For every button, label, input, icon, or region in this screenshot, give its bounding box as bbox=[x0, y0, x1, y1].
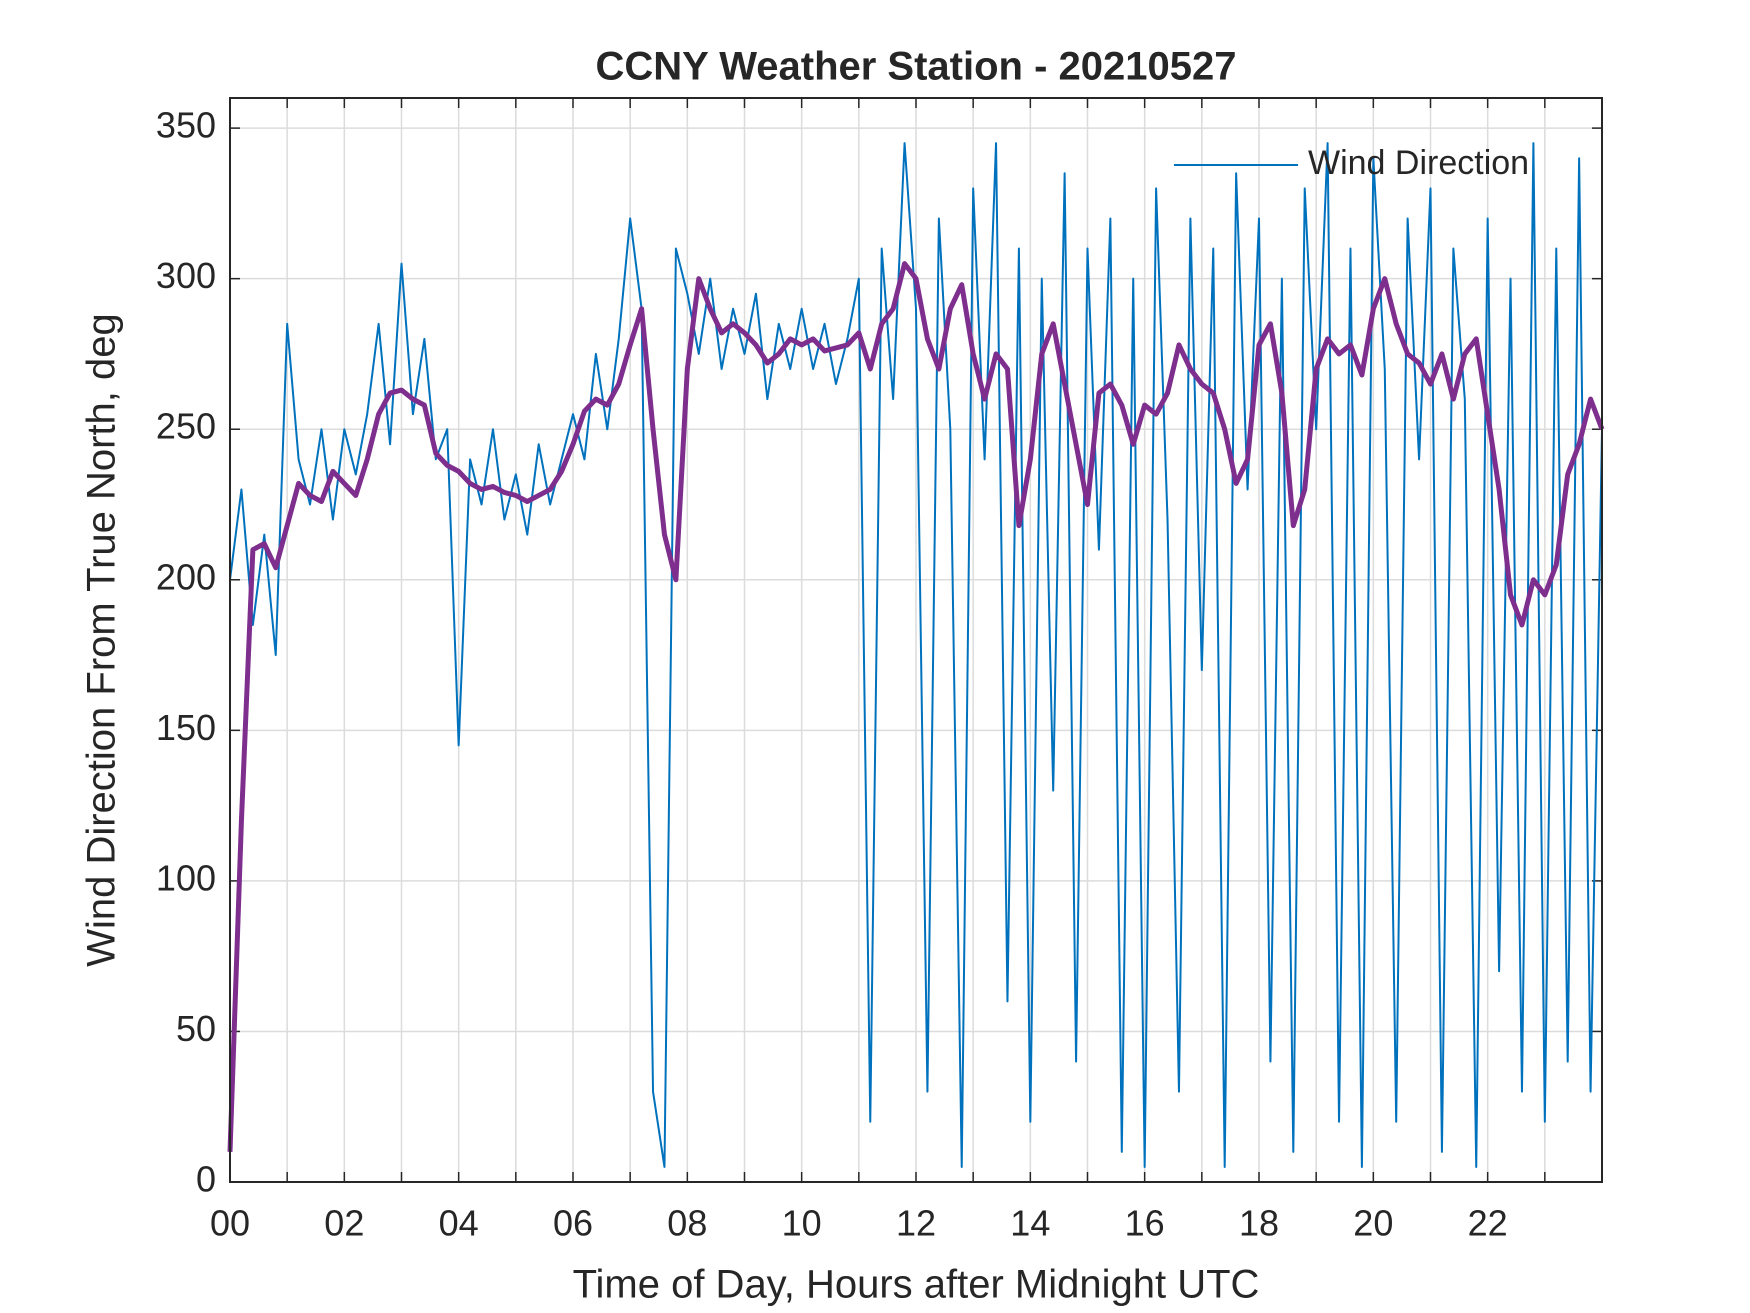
x-tick-label: 18 bbox=[1239, 1203, 1279, 1244]
legend-label: Wind Direction bbox=[1308, 144, 1529, 182]
y-tick-label: 200 bbox=[156, 556, 216, 597]
x-tick-label: 10 bbox=[782, 1203, 822, 1244]
y-tick-label: 350 bbox=[156, 105, 216, 146]
data-line bbox=[227, 261, 1605, 1152]
x-tick-label: 08 bbox=[667, 1203, 707, 1244]
x-tick-label: 20 bbox=[1353, 1203, 1393, 1244]
x-tick-label: 04 bbox=[439, 1203, 479, 1244]
chart-title: CCNY Weather Station - 20210527 bbox=[596, 45, 1237, 89]
y-tick-label: 150 bbox=[156, 707, 216, 748]
x-tick-label: 02 bbox=[324, 1203, 364, 1244]
y-tick-label: 0 bbox=[196, 1159, 216, 1200]
x-axis-label: Time of Day, Hours after Midnight UTC bbox=[573, 1263, 1260, 1307]
x-tick-label: 22 bbox=[1468, 1203, 1508, 1244]
plot-frame bbox=[229, 97, 1603, 1183]
y-axis-label: Wind Direction From True North, deg bbox=[80, 313, 124, 967]
data-line bbox=[229, 142, 1603, 1168]
y-tick-label: 100 bbox=[156, 857, 216, 898]
y-tick-label: 250 bbox=[156, 406, 216, 447]
x-tick-label: 16 bbox=[1125, 1203, 1165, 1244]
x-tick-label: 00 bbox=[210, 1203, 250, 1244]
x-tick-label: 12 bbox=[896, 1203, 936, 1244]
x-tick-label: 14 bbox=[1010, 1203, 1050, 1244]
y-tick-label: 50 bbox=[176, 1008, 216, 1049]
y-tick-label: 300 bbox=[156, 255, 216, 296]
x-tick-label: 06 bbox=[553, 1203, 593, 1244]
